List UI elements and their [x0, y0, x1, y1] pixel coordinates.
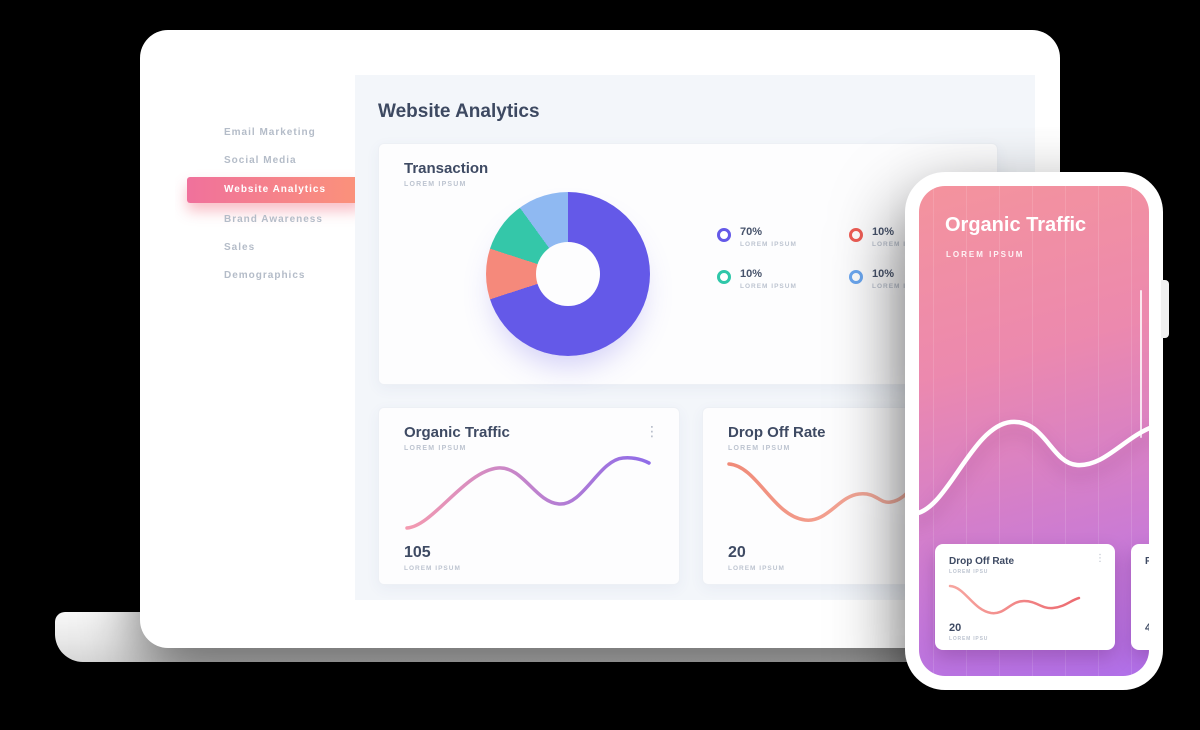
- legend-label: LOREM IPSUM: [740, 283, 797, 290]
- drop-off-card-title: Drop Off Rate: [728, 424, 826, 441]
- organic-card-title: Organic Traffic: [404, 424, 510, 441]
- sidebar-item-social-media[interactable]: Social Media: [224, 155, 297, 166]
- phone-side-button: [1161, 280, 1169, 338]
- sidebar-item-brand-awareness[interactable]: Brand Awareness: [224, 214, 323, 225]
- drop-off-card-header: Drop Off Rate LOREM IPSUM: [728, 424, 826, 452]
- donut-legend: 70% LOREM IPSUM 10% LOREM IPSUM: [717, 226, 989, 290]
- phone-second-card: R 4: [1131, 544, 1149, 650]
- donut-chart: [486, 192, 650, 356]
- drop-off-chart: [727, 462, 916, 522]
- phone-card-title: R: [1145, 556, 1149, 567]
- phone-card-value: 20: [949, 622, 962, 634]
- sidebar-item-email-marketing[interactable]: Email Marketing: [224, 127, 316, 138]
- organic-traffic-card: Organic Traffic LOREM IPSUM ⋮ 105 LOREM …: [378, 407, 680, 585]
- transaction-card-subtitle: LOREM IPSUM: [404, 181, 467, 188]
- phone-card-value: 4: [1145, 622, 1149, 634]
- kebab-menu-icon[interactable]: ⋮: [1095, 553, 1105, 564]
- sidebar-item-sales[interactable]: Sales: [224, 242, 256, 253]
- phone-mockup: Organic Traffic LOREM IPSUM Drop Off Rat…: [905, 172, 1169, 690]
- organic-traffic-chart: [405, 456, 651, 530]
- sidebar: Email Marketing Social Media Website Ana…: [175, 75, 363, 600]
- phone-drop-off-card: Drop Off Rate LOREM IPSU ⋮ 20 LOREM IPSU: [935, 544, 1115, 650]
- legend-item: 70% LOREM IPSUM: [717, 226, 849, 248]
- organic-card-header: Organic Traffic LOREM IPSUM: [404, 424, 510, 452]
- organic-card-subtitle: LOREM IPSUM: [404, 445, 467, 452]
- phone-organic-chart: [919, 419, 1149, 515]
- phone-card-title: Drop Off Rate: [949, 556, 1014, 567]
- phone-page-subtitle: LOREM IPSUM: [946, 250, 1025, 259]
- drop-off-card-value-block: 20 LOREM IPSUM: [728, 544, 785, 572]
- legend-ring-icon: [849, 270, 863, 284]
- phone-card-subtitle: LOREM IPSU: [949, 569, 989, 575]
- legend-value: 10%: [872, 226, 895, 238]
- legend-label: LOREM IPSUM: [740, 241, 797, 248]
- legend-ring-icon: [717, 228, 731, 242]
- sidebar-item-website-analytics[interactable]: Website Analytics: [187, 177, 363, 203]
- page-title: Website Analytics: [378, 101, 540, 122]
- transaction-card-title: Transaction: [404, 160, 489, 177]
- legend-item: 10% LOREM IPSUM: [849, 226, 989, 248]
- legend-item: 10% LOREM IPSUM: [849, 268, 989, 290]
- phone-card-value-label: LOREM IPSU: [949, 636, 989, 642]
- legend-ring-icon: [717, 270, 731, 284]
- legend-label: LOREM IPSUM: [872, 241, 929, 248]
- organic-card-value-label: LOREM IPSUM: [404, 565, 461, 572]
- phone-drop-off-chart: [948, 584, 1081, 615]
- legend-label: LOREM IPSUM: [872, 283, 929, 290]
- legend-value: 10%: [740, 268, 763, 280]
- legend-value: 70%: [740, 226, 763, 238]
- organic-card-value: 105: [404, 544, 431, 561]
- drop-off-card-value: 20: [728, 544, 746, 561]
- phone-page-title: Organic Traffic: [945, 214, 1087, 236]
- legend-value: 10%: [872, 268, 895, 280]
- drop-off-card-value-label: LOREM IPSUM: [728, 565, 785, 572]
- transaction-card: Transaction LOREM IPSUM 70% LOREM IPSUM: [378, 143, 998, 385]
- transaction-card-header: Transaction LOREM IPSUM: [404, 160, 488, 188]
- drop-off-card-subtitle: LOREM IPSUM: [728, 445, 791, 452]
- legend-item: 10% LOREM IPSUM: [717, 268, 849, 290]
- phone-chart-indicator-line: [1140, 290, 1142, 438]
- organic-card-value-block: 105 LOREM IPSUM: [404, 544, 461, 572]
- sidebar-item-demographics[interactable]: Demographics: [224, 270, 306, 281]
- legend-ring-icon: [849, 228, 863, 242]
- phone-screen: Organic Traffic LOREM IPSUM Drop Off Rat…: [919, 186, 1149, 676]
- kebab-menu-icon[interactable]: ⋮: [645, 423, 659, 439]
